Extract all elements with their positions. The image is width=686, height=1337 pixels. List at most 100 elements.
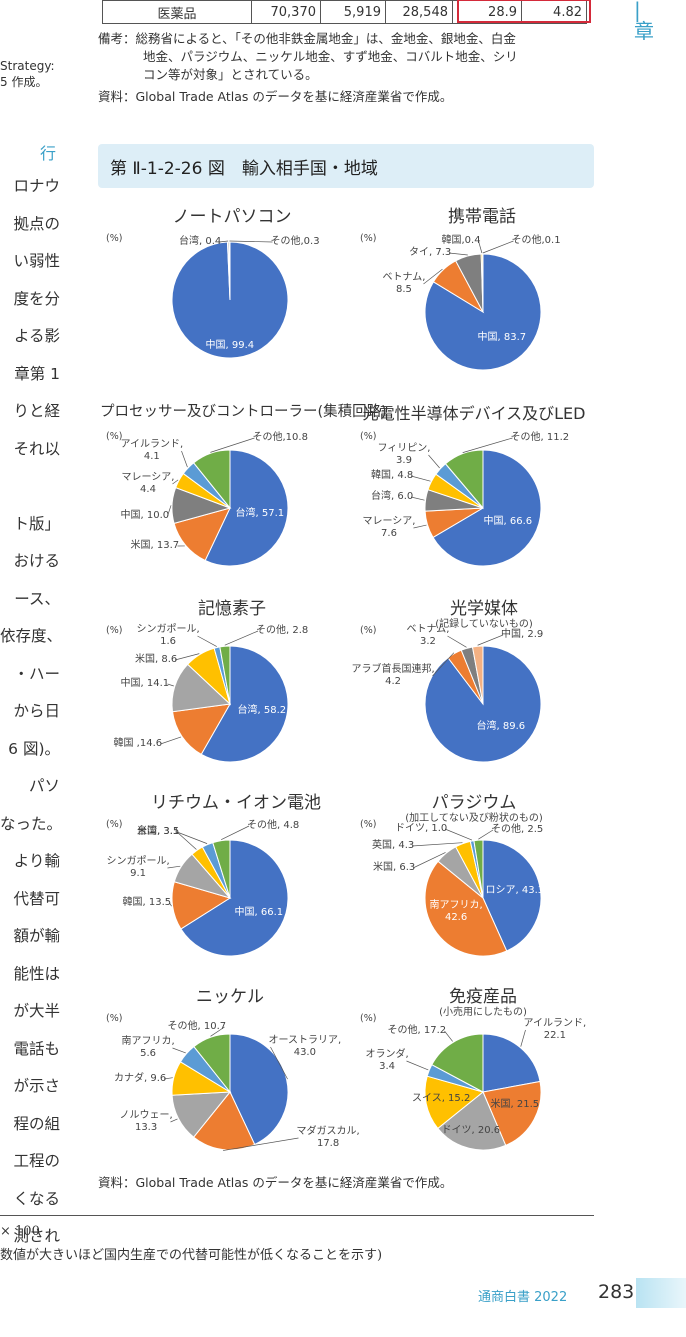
- pie-slice: [431, 1033, 484, 1093]
- slice-label: 台湾, 89.6: [476, 721, 526, 732]
- leader-line: [444, 1030, 453, 1042]
- pie-slice: [229, 1033, 289, 1146]
- slice-label: スイス, 15.2: [412, 1093, 471, 1104]
- left-fragment: から日: [13, 702, 60, 720]
- leader-line: [413, 524, 427, 529]
- slice-label: 英国, 4.3: [372, 840, 415, 851]
- pie-slice: [482, 1080, 542, 1147]
- percent-unit: (%): [360, 819, 377, 830]
- left-fragment: くなる: [13, 1189, 60, 1208]
- left-fragment: ・ハー: [13, 664, 60, 683]
- leader-line: [170, 1118, 178, 1123]
- leader-line: [220, 825, 250, 840]
- left-fragment: 代替可: [13, 889, 60, 908]
- leader-line: [478, 829, 494, 840]
- leader-line: [432, 652, 455, 677]
- slice-label: オランダ, 3.4: [365, 1049, 409, 1072]
- chapter-mark: | 章: [634, 0, 654, 43]
- chart-title: 光電性半導体デバイス及びLED: [362, 404, 586, 423]
- leader-line: [224, 630, 259, 646]
- slice-label: 中国, 10.0: [120, 510, 170, 521]
- slice-label: その他,10.8: [252, 432, 308, 443]
- left-fragment: 度を分: [13, 289, 60, 308]
- left-fragment: が大半: [13, 1002, 60, 1020]
- left-fragment: い弱性: [13, 252, 60, 270]
- slice-label: その他, 10.7: [167, 1021, 227, 1032]
- percent-unit: (%): [360, 233, 377, 244]
- chart-title: パラジウム: [431, 793, 517, 813]
- chart-subtitle: (加工してない及び粉状のもの): [405, 813, 543, 824]
- left-fragment: 額が輸: [13, 927, 60, 945]
- slice-label: マダガスカル, 17.8: [296, 1126, 360, 1149]
- pie-slice: [180, 839, 289, 957]
- slice-label: 台湾, 6.0: [371, 491, 414, 502]
- left-fragment: 5 作成。: [0, 75, 48, 89]
- leader-line: [176, 831, 197, 850]
- pie-slice: [432, 449, 542, 567]
- figure-title-bar: [98, 144, 594, 188]
- percent-unit: (%): [360, 1013, 377, 1024]
- pie-slice: [471, 645, 484, 705]
- pie-slice: [482, 839, 542, 952]
- pie-slice: [444, 449, 484, 510]
- leader-line: [520, 1029, 526, 1047]
- data-table: 医薬品 70,370 5,919 28,548 28.9 4.82: [102, 0, 587, 24]
- slice-label: ドイツ, 1.0: [395, 823, 448, 834]
- percent-unit: (%): [360, 431, 377, 442]
- leader-line: [167, 683, 174, 687]
- slice-label: 米国, 13.7: [130, 540, 180, 551]
- leader-line: [270, 1046, 288, 1080]
- leader-line: [210, 1026, 225, 1037]
- leader-line: [444, 828, 473, 841]
- left-fragment: 6 図)。: [8, 739, 60, 758]
- leader-line: [176, 831, 208, 844]
- pie-slice: [424, 1075, 485, 1130]
- table-cell: 4.82: [521, 0, 587, 24]
- slice-label: オーストラリア, 43.0: [268, 1035, 342, 1058]
- note-label: 備考：: [98, 31, 136, 46]
- chart-title: 記憶素子: [198, 599, 266, 619]
- slice-label: 南アフリカ, 42.6: [429, 900, 483, 923]
- leader-line: [477, 634, 504, 646]
- leader-line: [406, 1060, 429, 1071]
- left-fragment: ト版」: [13, 514, 60, 533]
- chart-title: 携帯電話: [448, 207, 516, 227]
- slice-label: 韓国,0.4: [441, 235, 481, 246]
- slice-label: 台湾, 0.4: [179, 236, 222, 247]
- slice-label: ドイツ, 20.6: [441, 1125, 501, 1136]
- slice-label: その他, 4.8: [247, 820, 300, 831]
- leader-line: [218, 240, 229, 243]
- left-fragment: が示さ: [13, 1077, 60, 1095]
- slice-label: その他,0.3: [270, 236, 320, 247]
- left-fragment: おける: [13, 552, 60, 570]
- pie-slice: [204, 449, 289, 567]
- page-number: 283: [598, 1281, 635, 1303]
- leader-line: [410, 475, 431, 482]
- leader-line: [160, 736, 182, 745]
- source-note-2: 資料：Global Trade Atlas のデータを基に経済産業省で作成。: [98, 1175, 453, 1190]
- left-fragment: 拠点の: [13, 214, 60, 233]
- left-fragment: なった。: [0, 814, 60, 833]
- pie-slice: [171, 663, 232, 713]
- slice-label: 台湾, 57.1: [235, 508, 285, 519]
- left-fragment: それ以: [13, 439, 60, 458]
- slice-label: ノルウェー, 13.3: [119, 1110, 173, 1133]
- left-fragment: ース、: [14, 589, 60, 608]
- chart-title: 免疫産品: [449, 987, 517, 1007]
- chart-title: プロセッサー及びコントローラー(集積回路): [100, 404, 387, 420]
- footnote-divider: [0, 1215, 594, 1216]
- slice-label: 韓国, 13.5: [122, 897, 172, 908]
- pie-slice: [482, 1033, 541, 1093]
- slice-label: 台湾, 3.5: [137, 826, 180, 837]
- leader-line: [428, 454, 440, 469]
- pie-slice: [437, 1091, 507, 1151]
- left-fragment: よる影: [13, 327, 60, 345]
- formula-line-1: × 100: [0, 1224, 40, 1239]
- slice-label: マレーシア, 4.4: [121, 472, 175, 495]
- percent-unit: (%): [360, 625, 377, 636]
- leader-line: [423, 268, 443, 285]
- slice-label: シンガポール, 9.1: [106, 856, 170, 879]
- slice-label: 米国, 3.1: [137, 826, 180, 837]
- leader-line: [478, 240, 483, 254]
- figure-title: 第 Ⅱ-1-2-26 図 輸入相手国・地域: [110, 159, 378, 179]
